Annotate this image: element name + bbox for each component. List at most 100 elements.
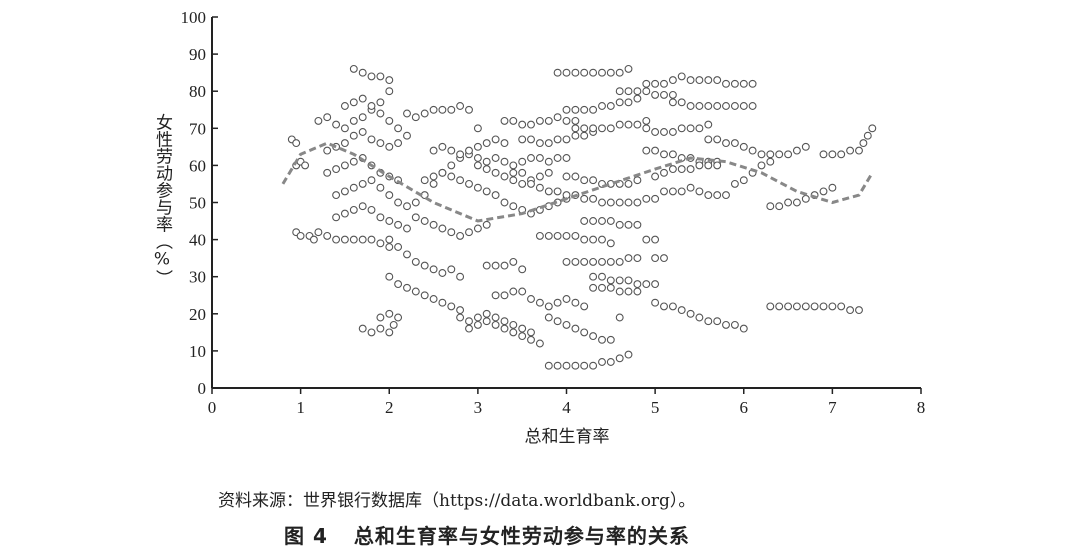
scatter-point	[616, 355, 623, 362]
scatter-point	[670, 151, 677, 158]
scatter-point	[599, 284, 606, 291]
scatter-point	[350, 184, 357, 191]
scatter-point	[802, 143, 809, 150]
scatter-point	[510, 329, 517, 336]
scatter-point	[359, 114, 366, 121]
scatter-point	[572, 69, 579, 76]
scatter-point	[643, 236, 650, 243]
scatter-point	[661, 92, 668, 99]
scatter-point	[350, 99, 357, 106]
scatter-point	[545, 303, 552, 310]
scatter-point	[350, 158, 357, 165]
scatter-point	[350, 66, 357, 73]
scatter-point	[545, 158, 552, 165]
scatter-point	[590, 195, 597, 202]
scatter-point	[758, 162, 765, 169]
x-tick-label: 0	[208, 398, 217, 417]
scatter-point	[661, 80, 668, 87]
scatter-point	[732, 322, 739, 329]
scatter-point	[572, 299, 579, 306]
scatter-point	[324, 169, 331, 176]
scatter-point	[572, 325, 579, 332]
scatter-point	[869, 125, 876, 132]
scatter-point	[421, 262, 428, 269]
scatter-point	[723, 192, 730, 199]
source-note: 资料来源：世界银行数据库（https://data.worldbank.org）…	[218, 486, 695, 511]
scatter-point	[616, 277, 623, 284]
scatter-point	[856, 307, 863, 314]
scatter-point	[386, 218, 393, 225]
x-axis-title: 总和生育率	[525, 427, 610, 447]
scatter-point	[475, 314, 482, 321]
scatter-point	[359, 325, 366, 332]
scatter-point	[412, 114, 419, 121]
scatter-point	[545, 140, 552, 147]
scatter-point	[501, 292, 508, 299]
scatter-point	[350, 236, 357, 243]
scatter-point	[670, 92, 677, 99]
scatter-point	[342, 188, 349, 195]
scatter-point	[590, 284, 597, 291]
scatter-point	[386, 236, 393, 243]
scatter-point	[670, 99, 677, 106]
scatter-point	[607, 125, 614, 132]
scatter-point	[412, 214, 419, 221]
scatter-point	[519, 169, 526, 176]
scatter-point	[359, 95, 366, 102]
y-tick-label: 0	[198, 379, 207, 398]
scatter-point	[466, 147, 473, 154]
scatter-point	[395, 199, 402, 206]
scatter-point	[714, 192, 721, 199]
scatter-point	[643, 195, 650, 202]
scatter-point	[581, 259, 588, 266]
scatter-point	[563, 322, 570, 329]
scatter-point	[350, 118, 357, 125]
scatter-point	[581, 303, 588, 310]
scatter-point	[377, 140, 384, 147]
scatter-point	[342, 210, 349, 217]
scatter-point	[643, 125, 650, 132]
scatter-point	[297, 233, 304, 240]
scatter-point	[475, 184, 482, 191]
scatter-point	[430, 221, 437, 228]
scatter-point	[421, 292, 428, 299]
scatter-point	[625, 199, 632, 206]
scatter-point	[687, 184, 694, 191]
scatter-point	[572, 362, 579, 369]
y-tick-label: 90	[189, 45, 206, 64]
scatter-point	[395, 125, 402, 132]
scatter-point	[395, 221, 402, 228]
scatter-point	[510, 288, 517, 295]
scatter-point	[581, 106, 588, 113]
scatter-point	[404, 225, 411, 232]
scatter-point	[386, 143, 393, 150]
scatter-point	[652, 195, 659, 202]
scatter-point	[395, 314, 402, 321]
scatter-point	[599, 259, 606, 266]
scatter-point	[501, 325, 508, 332]
scatter-point	[302, 162, 309, 169]
scatter-point	[625, 351, 632, 358]
scatter-point	[563, 173, 570, 180]
scatter-point	[430, 266, 437, 273]
scatter-point	[563, 155, 570, 162]
x-tick-label: 3	[474, 398, 483, 417]
scatter-point	[563, 233, 570, 240]
scatter-point	[829, 303, 836, 310]
scatter-point	[749, 147, 756, 154]
scatter-point	[581, 125, 588, 132]
scatter-point	[687, 125, 694, 132]
scatter-point	[572, 125, 579, 132]
scatter-point	[696, 103, 703, 110]
scatter-point	[315, 229, 322, 236]
scatter-point	[359, 69, 366, 76]
scatter-point	[625, 277, 632, 284]
scatter-point	[395, 281, 402, 288]
scatter-point	[847, 307, 854, 314]
scatter-point	[545, 188, 552, 195]
scatter-point	[448, 266, 455, 273]
scatter-point	[324, 233, 331, 240]
scatter-point	[572, 233, 579, 240]
scatter-point	[705, 121, 712, 128]
scatter-point	[776, 151, 783, 158]
